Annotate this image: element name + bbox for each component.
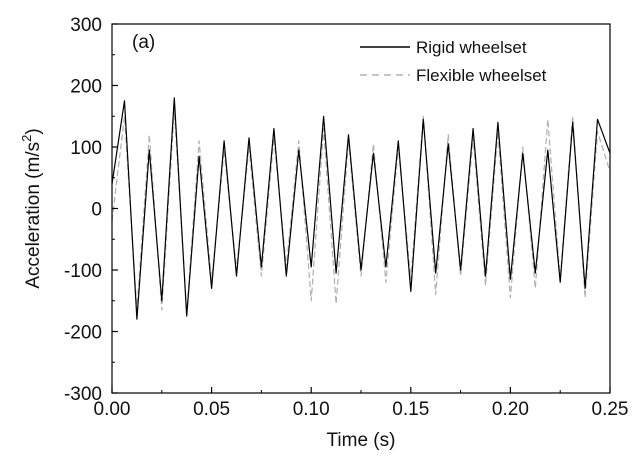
y-axis-title-main: Acceleration (m/s <box>23 142 44 289</box>
x-tick-label: 0.25 <box>592 399 629 420</box>
series-layer <box>111 97 611 320</box>
panel-label: (a) <box>132 32 155 53</box>
x-tick-label: 0.05 <box>193 399 230 420</box>
y-axis-title-tail: ) <box>23 128 44 134</box>
x-tick-label: 0.15 <box>392 399 429 420</box>
y-tick-label: -100 <box>64 261 102 282</box>
x-tick-label: 0.20 <box>492 399 529 420</box>
x-tick-label: 0.00 <box>94 399 131 420</box>
y-tick-label: -200 <box>64 323 102 344</box>
legend: Rigid wheelset Flexible wheelset <box>360 38 547 85</box>
y-tick-label: -300 <box>64 384 102 405</box>
legend-label-flexible: Flexible wheelset <box>416 66 547 85</box>
ticks-layer: 0.00 0.05 0.10 0.15 0.20 0.25 -300 -200 -100 0 100… <box>64 15 629 420</box>
y-axis-title-superscript: 2 <box>19 135 34 142</box>
series-flexible-wheelset <box>111 109 611 314</box>
legend-label-rigid: Rigid wheelset <box>416 38 527 57</box>
x-axis-title: Time (s) <box>327 430 396 451</box>
x-tick-label: 0.10 <box>293 399 330 420</box>
y-axis-title: Acceleration (m/s2) <box>19 128 44 288</box>
y-tick-label: 100 <box>70 138 102 159</box>
y-tick-label: 200 <box>70 77 102 98</box>
series-rigid-wheelset <box>111 97 611 320</box>
y-tick-label: 300 <box>70 15 102 36</box>
y-tick-label: 0 <box>91 200 102 221</box>
